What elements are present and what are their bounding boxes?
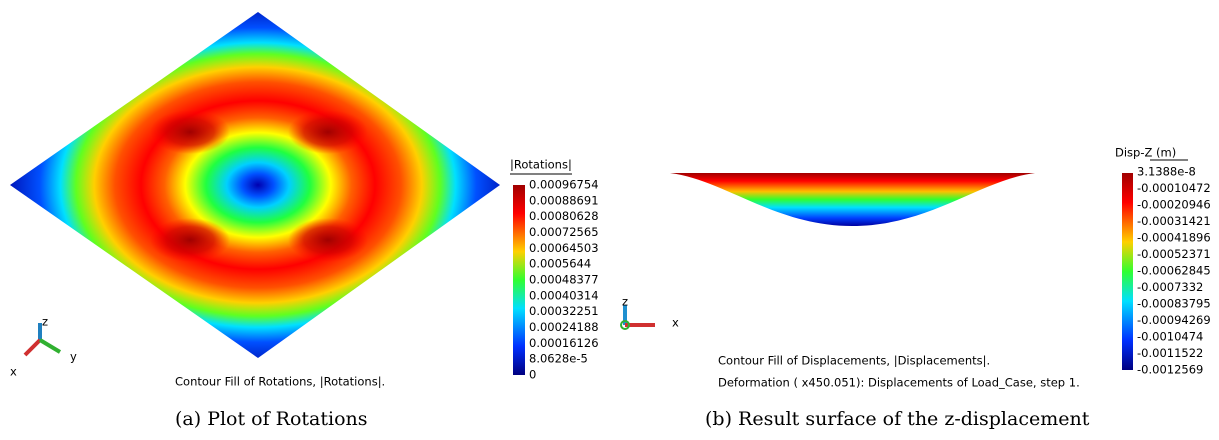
triad (23, 323, 62, 357)
legend-label: 0.00048377 (529, 273, 599, 287)
legend-label: 0.00032251 (529, 304, 599, 318)
colorbar (513, 185, 525, 375)
legend-label: 0.0005644 (529, 257, 591, 271)
legend-label: 0.00040314 (529, 288, 599, 302)
legend-label: 8.0628e-5 (529, 352, 588, 366)
legend-label: -0.00083795 (1137, 297, 1211, 311)
legend-label: 0.00080628 (529, 209, 599, 223)
axis-label: x (672, 316, 679, 330)
legend-label: -0.00094269 (1137, 313, 1211, 327)
triad (620, 305, 655, 330)
figure-caption: (a) Plot of Rotations (175, 408, 368, 430)
legend-label: 0.00024188 (529, 320, 599, 334)
plot-caption: Contour Fill of Rotations, |Rotations|. (175, 375, 385, 389)
legend-label: 0.00088691 (529, 193, 599, 207)
displacement-surface (670, 173, 1035, 226)
legend-label: -0.0010474 (1137, 330, 1203, 344)
legend-label: 0.00016126 (529, 336, 599, 350)
axis-label: x (10, 365, 17, 379)
legend-label: -0.00010472 (1137, 181, 1211, 195)
axis-label: y (70, 350, 77, 364)
legend-title: Disp-Z (m) (1115, 146, 1176, 160)
plot-caption: Contour Fill of Displacements, |Displace… (718, 354, 990, 368)
legend-label: -0.00031421 (1137, 214, 1211, 228)
axis-label: z (42, 315, 48, 329)
legend-label: -0.00062845 (1137, 264, 1211, 278)
deformation-caption: Deformation ( x450.051): Displacements o… (718, 376, 1080, 390)
legend-label: 3.1388e-8 (1137, 165, 1196, 179)
axis-label: z (622, 295, 628, 309)
legend-label: -0.0007332 (1137, 280, 1203, 294)
legend-label: -0.0012569 (1137, 363, 1203, 377)
legend-label: -0.00052371 (1137, 247, 1211, 261)
figure-caption: (b) Result surface of the z-displacement (705, 408, 1090, 430)
legend-label: 0.00064503 (529, 241, 599, 255)
colorbar (1122, 173, 1133, 370)
legend-label: 0.00072565 (529, 225, 599, 239)
rotation-contour (10, 12, 500, 358)
legend-label: -0.00041896 (1137, 231, 1211, 245)
legend-label: 0 (529, 368, 536, 382)
legend-title: |Rotations| (510, 158, 572, 172)
legend-label: -0.0011522 (1137, 346, 1203, 360)
legend-label: -0.00020946 (1137, 198, 1211, 212)
legend-label: 0.00096754 (529, 178, 599, 192)
